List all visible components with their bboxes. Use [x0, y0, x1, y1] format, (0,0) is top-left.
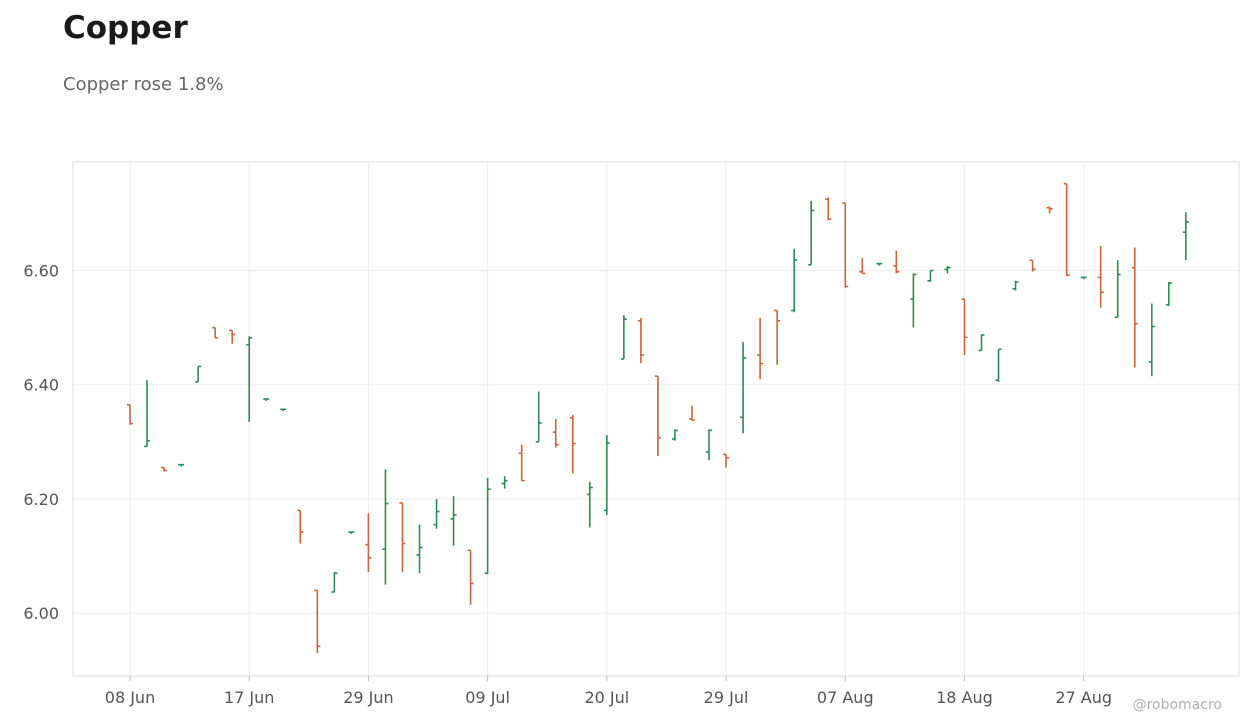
- ohlc-bar: [757, 317, 764, 380]
- y-tick-label: 6.40: [23, 376, 59, 395]
- ohlc-bar: [178, 463, 185, 467]
- ohlc-bar: [280, 408, 287, 412]
- ohlc-bar: [382, 469, 389, 585]
- ohlc-bar: [161, 466, 168, 472]
- ohlc-bar: [859, 257, 866, 275]
- ohlc-bar: [365, 513, 372, 573]
- credit-label: @robomacro: [1132, 697, 1222, 713]
- x-tick-label: 20 Jul: [584, 688, 629, 707]
- ohlc-bar: [1097, 245, 1104, 308]
- plot-frame: [72, 161, 1240, 677]
- ohlc-bar: [450, 496, 457, 546]
- x-tick-label: 07 Aug: [817, 688, 874, 707]
- ohlc-bar: [688, 405, 695, 421]
- ohlc-bar: [127, 403, 133, 425]
- ohlc-bar: [1182, 212, 1189, 261]
- ohlc-bar: [1029, 259, 1036, 272]
- ohlc-bar: [876, 262, 883, 266]
- ohlc-bar: [246, 336, 253, 422]
- ohlc-bar: [654, 375, 661, 457]
- ohlc-bar: [774, 309, 781, 365]
- ohlc-bar: [229, 329, 236, 344]
- ohlc-bar: [586, 481, 593, 528]
- ohlc-bar: [263, 398, 270, 402]
- ohlc-bar: [1114, 260, 1121, 319]
- grid-lines: [73, 162, 1239, 676]
- ohlc-bars: [127, 182, 1189, 654]
- ohlc-bar: [331, 572, 338, 593]
- ohlc-bar: [791, 248, 798, 313]
- ohlc-bar: [144, 380, 151, 448]
- y-axis-ticks: 6.00 6.20 6.40 6.60: [23, 262, 59, 624]
- ohlc-bar: [944, 265, 951, 274]
- ohlc-bar: [910, 273, 917, 328]
- x-axis-ticks: 08 Jun 17 Jun 29 Jun 09 Jul 20 Jul 29 Jul 07 A…: [105, 676, 1112, 707]
- ohlc-bar: [399, 502, 406, 573]
- ohlc-bar: [893, 250, 900, 274]
- ohlc-bar: [433, 498, 440, 529]
- ohlc-bar: [671, 429, 678, 441]
- y-tick-label: 6.20: [23, 490, 59, 509]
- chart-title: Copper: [63, 10, 188, 46]
- ohlc-bar: [825, 197, 832, 221]
- ohlc-bar: [961, 298, 968, 356]
- ohlc-bar: [467, 549, 474, 605]
- ohlc-bar: [842, 202, 849, 288]
- ohlc-bar: [212, 326, 219, 339]
- ohlc-bar: [1046, 206, 1053, 214]
- ohlc-bar: [723, 453, 730, 468]
- x-tick-label: 08 Jun: [105, 688, 155, 707]
- x-tick-label: 17 Jun: [224, 688, 274, 707]
- x-tick-label: 09 Jul: [465, 688, 510, 707]
- y-tick-label: 6.60: [23, 262, 59, 281]
- ohlc-bar: [348, 531, 355, 535]
- ohlc-bar: [603, 434, 610, 515]
- ohlc-bar: [297, 509, 304, 544]
- ohlc-bar: [569, 415, 576, 474]
- ohlc-bar: [1165, 281, 1172, 306]
- ohlc-bar: [518, 444, 525, 482]
- ohlc-bar: [484, 477, 491, 575]
- ohlc-bar: [552, 419, 559, 448]
- y-tick-label: 6.00: [23, 604, 59, 623]
- x-tick-label: 27 Aug: [1055, 688, 1112, 707]
- ohlc-bar: [637, 317, 644, 364]
- ohlc-bar: [416, 524, 423, 574]
- chart-subtitle: Copper rose 1.8%: [63, 74, 224, 95]
- ohlc-bar: [740, 341, 747, 434]
- ohlc-bar: [535, 391, 542, 443]
- x-tick-label: 29 Jun: [343, 688, 393, 707]
- ohlc-bar: [978, 334, 985, 352]
- ohlc-bar: [1131, 247, 1138, 368]
- ohlc-bar: [927, 269, 934, 282]
- ohlc-bar: [1012, 280, 1019, 291]
- ohlc-bar: [808, 200, 815, 266]
- ohlc-bar: [314, 589, 321, 654]
- ohlc-bar: [195, 365, 202, 383]
- ohlc-bar: [1063, 182, 1070, 277]
- x-tick-label: 29 Jul: [704, 688, 749, 707]
- ohlc-bar: [1080, 276, 1087, 280]
- ohlc-bar: [995, 348, 1002, 382]
- ohlc-bar: [620, 315, 627, 360]
- ohlc-bar: [501, 476, 508, 489]
- ohlc-bar: [706, 429, 713, 461]
- x-tick-label: 18 Aug: [936, 688, 993, 707]
- ohlc-bar: [1148, 303, 1155, 377]
